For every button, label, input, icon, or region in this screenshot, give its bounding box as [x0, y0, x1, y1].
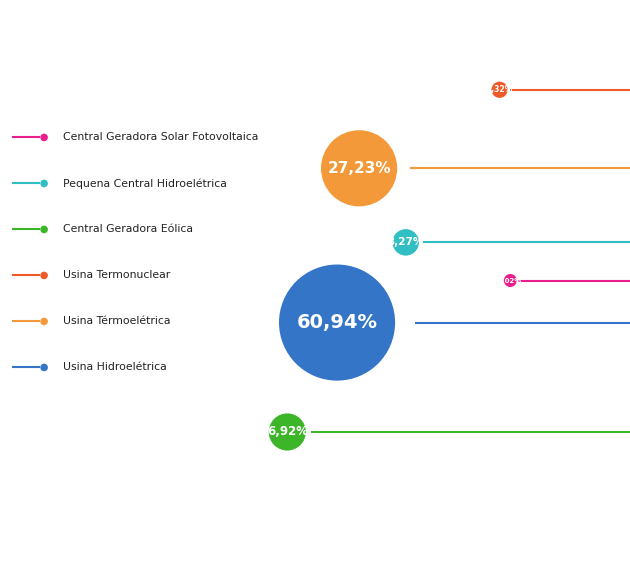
Point: [505, 276, 515, 285]
Text: Pequena Central Hidroelétrica: Pequena Central Hidroelétrica: [63, 178, 227, 188]
Text: 6,92%: 6,92%: [266, 425, 308, 439]
Point: [332, 318, 342, 327]
Point: [495, 85, 505, 94]
Text: Usina Hidroelétrica: Usina Hidroelétrica: [63, 362, 167, 373]
Text: Central Geradora Eólica: Central Geradora Eólica: [63, 224, 193, 234]
Point: [39, 317, 49, 326]
Point: [354, 164, 364, 173]
Text: Usina Térmoelétrica: Usina Térmoelétrica: [63, 316, 171, 327]
Point: [39, 225, 49, 234]
Text: 27,23%: 27,23%: [328, 161, 391, 176]
Point: [282, 427, 292, 436]
Text: 0,02%: 0,02%: [498, 278, 522, 283]
Text: 1,32%: 1,32%: [486, 85, 513, 94]
Point: [39, 271, 49, 280]
Point: [39, 179, 49, 188]
Point: [39, 133, 49, 142]
Text: Central Geradora Solar Fotovoltaica: Central Geradora Solar Fotovoltaica: [63, 132, 258, 142]
Point: [401, 238, 411, 247]
Text: 60,94%: 60,94%: [297, 313, 377, 332]
Point: [39, 363, 49, 372]
Text: 3,27%: 3,27%: [387, 237, 424, 247]
Text: Usina Termonuclear: Usina Termonuclear: [63, 270, 170, 280]
